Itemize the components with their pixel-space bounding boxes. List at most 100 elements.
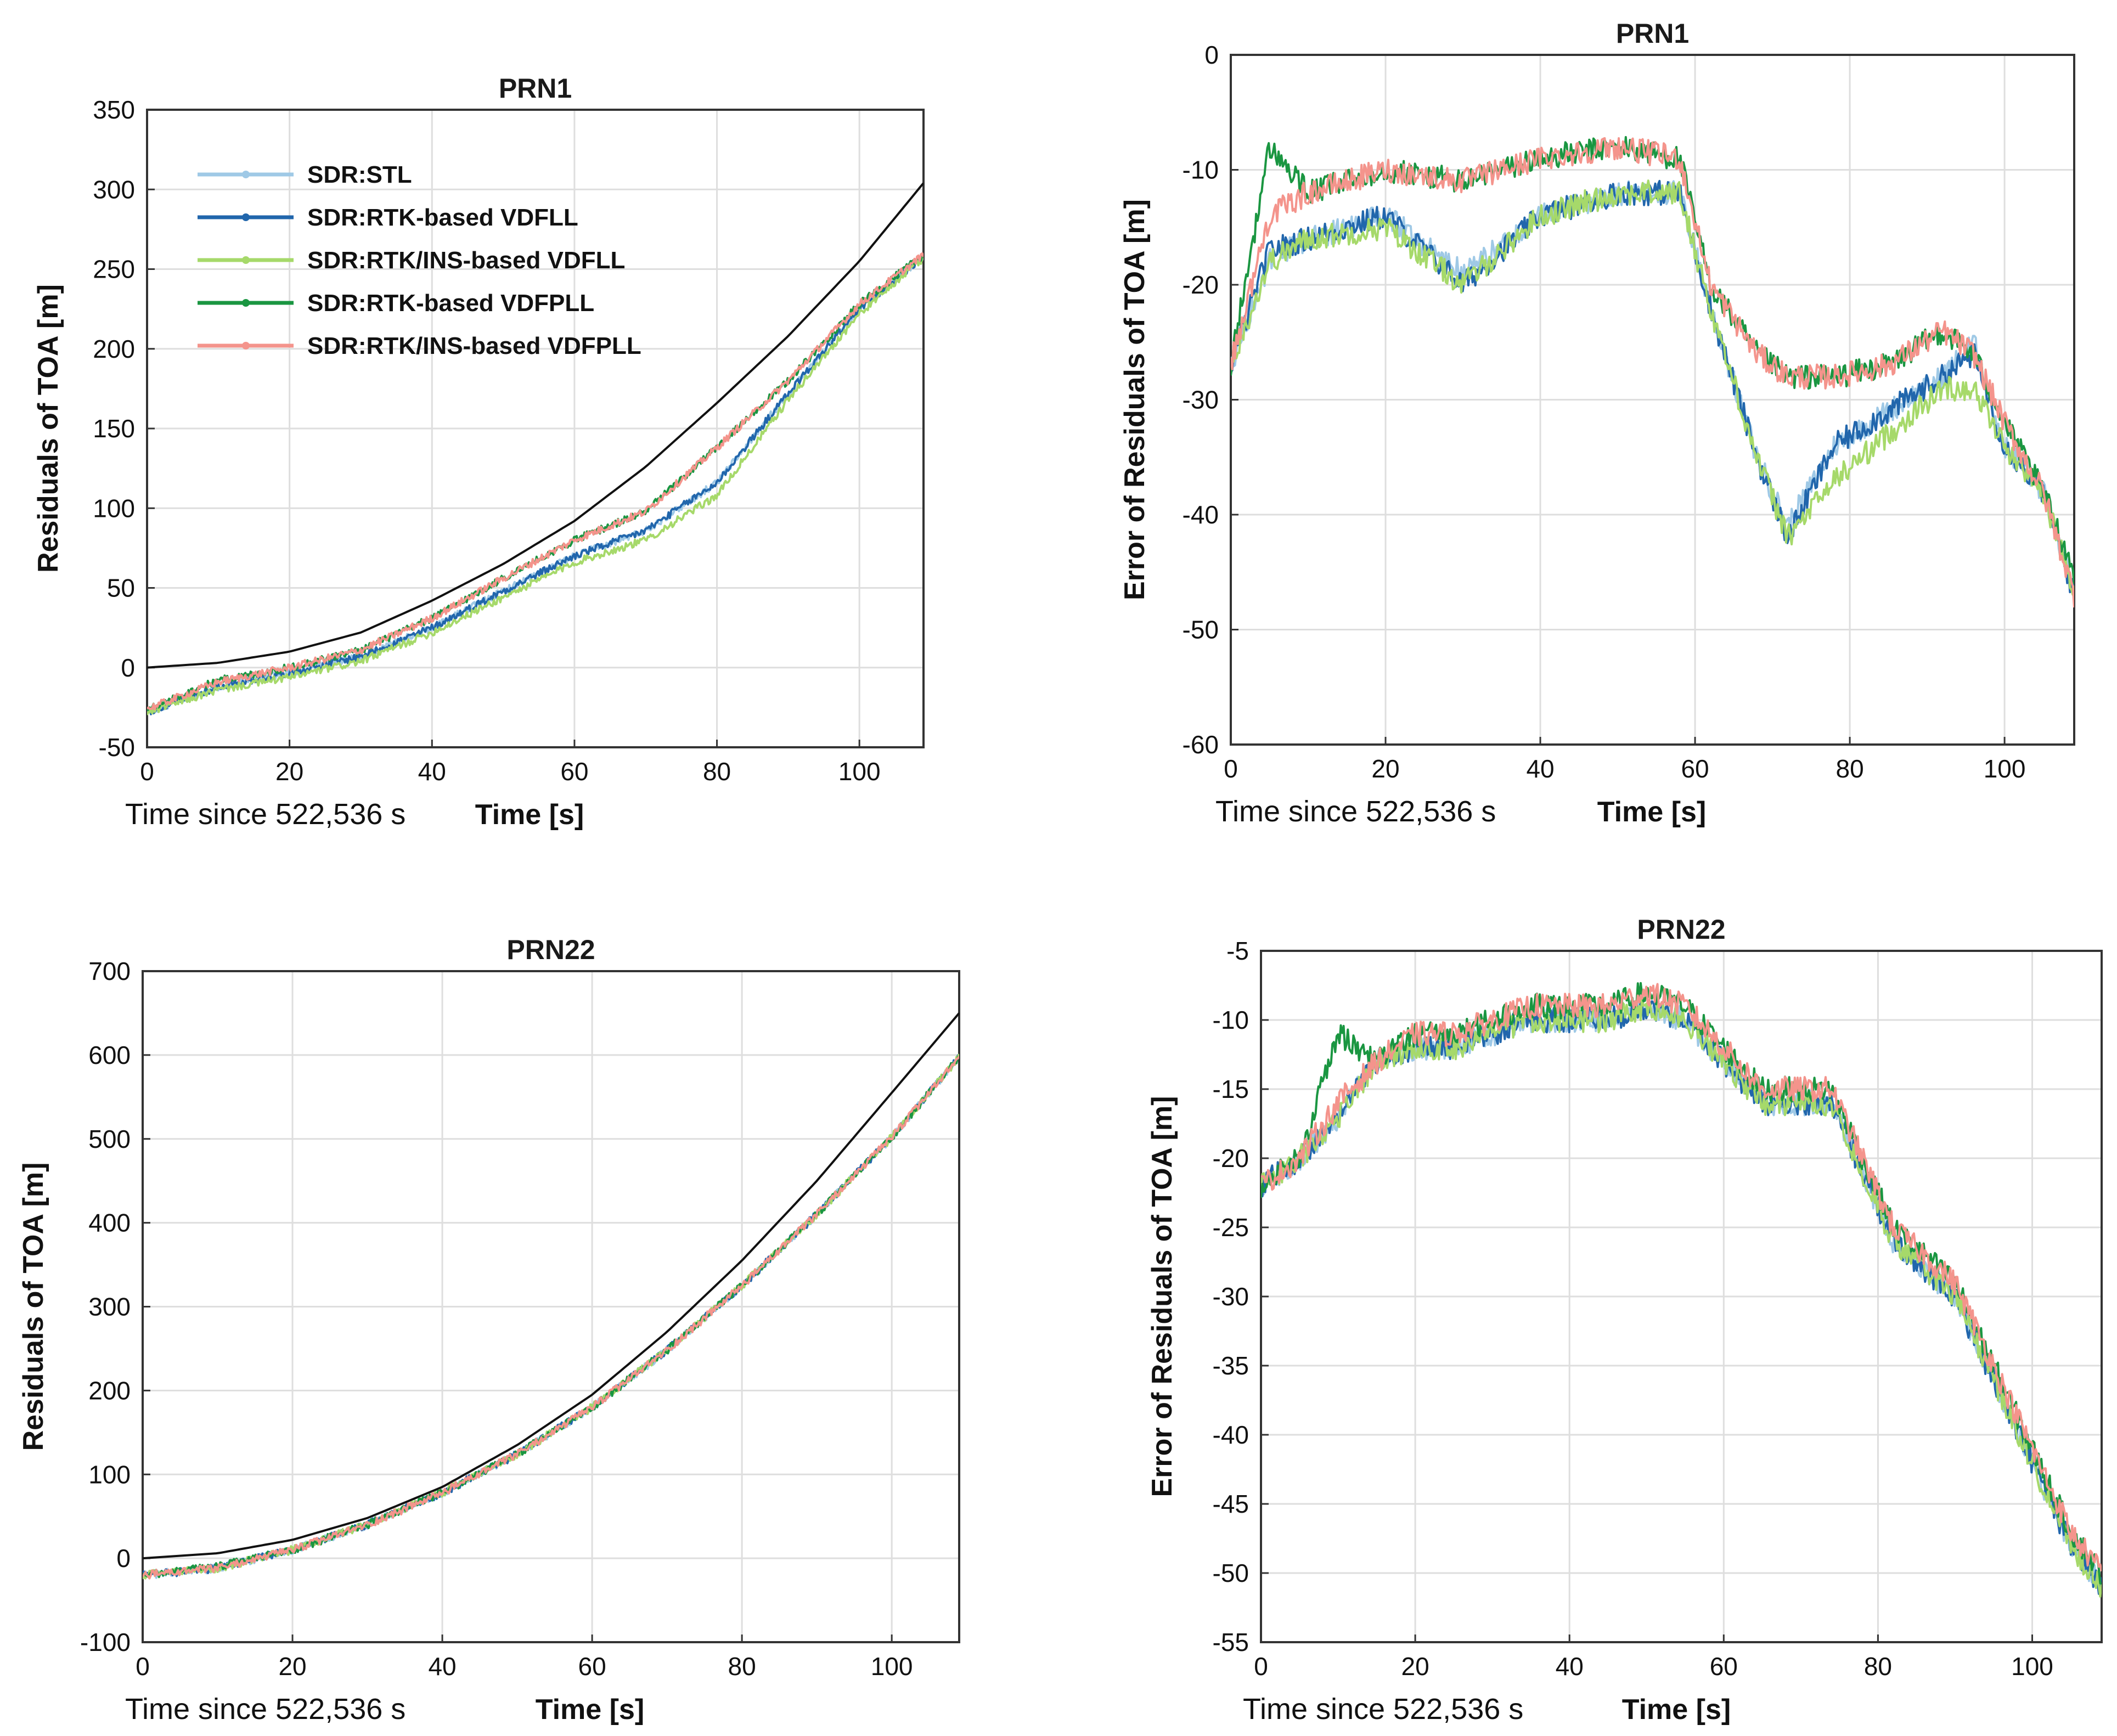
x-axis-label: Time [s] [1622, 1694, 1731, 1726]
x-tick-label: 20 [1401, 1652, 1429, 1681]
series-line [1231, 136, 2074, 584]
x-tick-label: 100 [838, 757, 881, 786]
series-line [1231, 179, 2074, 596]
y-axis-label: Error of Residuals of TOA [m] [1146, 1096, 1178, 1497]
x-tick-label: 80 [703, 757, 731, 786]
y-tick-label: 250 [93, 255, 135, 284]
y-tick-label: 150 [93, 414, 135, 443]
y-tick-label: 300 [93, 175, 135, 204]
chart-panel-1: 0 20 40 60 80 100-50050100150200250300350PRN1… [32, 73, 925, 831]
x-axis-label: Time [s] [475, 799, 584, 831]
x-tick-label: 40 [1526, 754, 1554, 783]
x-tick-label: 100 [1984, 754, 2026, 783]
y-tick-label: 400 [88, 1209, 131, 1237]
legend-entry: SDR:RTK/INS-based VDFPLL [307, 332, 641, 359]
x-tick-label: 0 [1254, 1652, 1268, 1681]
y-tick-label: 0 [116, 1544, 131, 1572]
y-tick-label: 0 [121, 653, 135, 682]
series-line [143, 1053, 959, 1580]
x-tick-label: 0 [136, 1652, 150, 1681]
y-tick-label: 700 [88, 957, 131, 985]
legend: SDR:STL SDR:RTK-based VDFLL SDR:RTK/INS-ba… [198, 161, 641, 359]
x-tick-label: 60 [560, 757, 588, 786]
y-tick-label: 500 [88, 1125, 131, 1153]
legend-marker [242, 342, 250, 350]
y-tick-label: -5 [1226, 937, 1249, 965]
x-tick-label: 80 [728, 1652, 756, 1681]
y-axis-label: Error of Residuals of TOA [m] [1119, 199, 1151, 600]
series-line [143, 1056, 959, 1580]
y-tick-label: -20 [1183, 270, 1219, 299]
series-line [147, 255, 924, 715]
y-tick-label: -40 [1213, 1421, 1249, 1449]
series-line [1231, 180, 2074, 601]
series-line [143, 1056, 959, 1579]
series-line [147, 254, 924, 715]
x-tick-label: 100 [2011, 1652, 2053, 1681]
x-axis-note: Time since 522,536 s [1215, 795, 1496, 828]
y-tick-label: -100 [80, 1628, 131, 1656]
reference-line [143, 1012, 959, 1560]
x-tick-label: 40 [1556, 1652, 1584, 1681]
y-tick-label: 0 [1204, 41, 1219, 69]
y-tick-label: -50 [1183, 616, 1219, 644]
y-tick-label: -25 [1213, 1213, 1249, 1242]
y-tick-label: 300 [88, 1293, 131, 1321]
series-line [1261, 983, 2102, 1572]
series-line [1231, 137, 2074, 608]
x-tick-label: 100 [871, 1652, 913, 1681]
x-tick-label: 40 [418, 757, 446, 786]
y-tick-label: 200 [93, 335, 135, 363]
x-tick-label: 20 [1371, 754, 1399, 783]
series-line [143, 1053, 959, 1578]
y-tick-label: -20 [1213, 1144, 1249, 1173]
y-tick-label: -10 [1183, 156, 1219, 184]
x-tick-label: 60 [1710, 1652, 1738, 1681]
y-tick-label: -45 [1213, 1490, 1249, 1518]
y-tick-label: 600 [88, 1041, 131, 1069]
y-tick-label: -30 [1213, 1282, 1249, 1311]
x-tick-label: 40 [428, 1652, 456, 1681]
x-tick-label: 60 [1681, 754, 1709, 783]
y-tick-label: 100 [88, 1460, 131, 1489]
y-tick-label: -30 [1183, 386, 1219, 414]
legend-marker [242, 256, 250, 264]
x-axis-note: Time since 522,536 s [1243, 1693, 1523, 1726]
x-tick-label: 0 [1224, 754, 1238, 783]
series-line [143, 1055, 959, 1580]
y-tick-label: -55 [1213, 1628, 1249, 1656]
legend-entry: SDR:STL [307, 161, 412, 188]
legend-marker [242, 299, 250, 307]
x-axis-note: Time since 522,536 s [125, 798, 406, 831]
legend-marker [242, 171, 250, 178]
y-tick-label: 350 [93, 95, 135, 124]
legend-entry: SDR:RTK-based VDFLL [307, 204, 578, 231]
chart-panel-2: 0 20 40 60 80 100 -60 -50 -40 -30 -20 -10 0 PRN1 Error… [1119, 18, 2075, 828]
y-tick-label: 100 [93, 494, 135, 522]
y-tick-label: -40 [1183, 500, 1219, 529]
legend-marker [242, 213, 250, 221]
y-axis-label: Residuals of TOA [m] [32, 284, 64, 573]
y-tick-label: 200 [88, 1376, 131, 1405]
x-tick-label: 20 [278, 1652, 306, 1681]
x-tick-label: 0 [140, 757, 154, 786]
y-tick-label: -35 [1213, 1351, 1249, 1380]
reference-line [147, 182, 924, 669]
y-tick-label: -60 [1183, 730, 1219, 759]
series-line [1261, 982, 2102, 1585]
y-tick-label: -50 [99, 733, 135, 762]
x-tick-label: 80 [1864, 1652, 1892, 1681]
x-tick-label: 60 [578, 1652, 606, 1681]
series-line [147, 256, 924, 714]
legend-entry: SDR:RTK-based VDFPLL [307, 290, 594, 317]
chart-title: PRN22 [1637, 914, 1725, 945]
y-tick-label: -15 [1213, 1075, 1249, 1103]
chart-title: PRN22 [506, 934, 595, 965]
x-axis-note: Time since 522,536 s [125, 1693, 406, 1726]
x-axis-label: Time [s] [1597, 796, 1706, 828]
x-tick-label: 20 [275, 757, 303, 786]
y-tick-label: 50 [107, 574, 135, 602]
series-line [147, 255, 924, 712]
legend-entry: SDR:RTK/INS-based VDFLL [307, 247, 625, 274]
